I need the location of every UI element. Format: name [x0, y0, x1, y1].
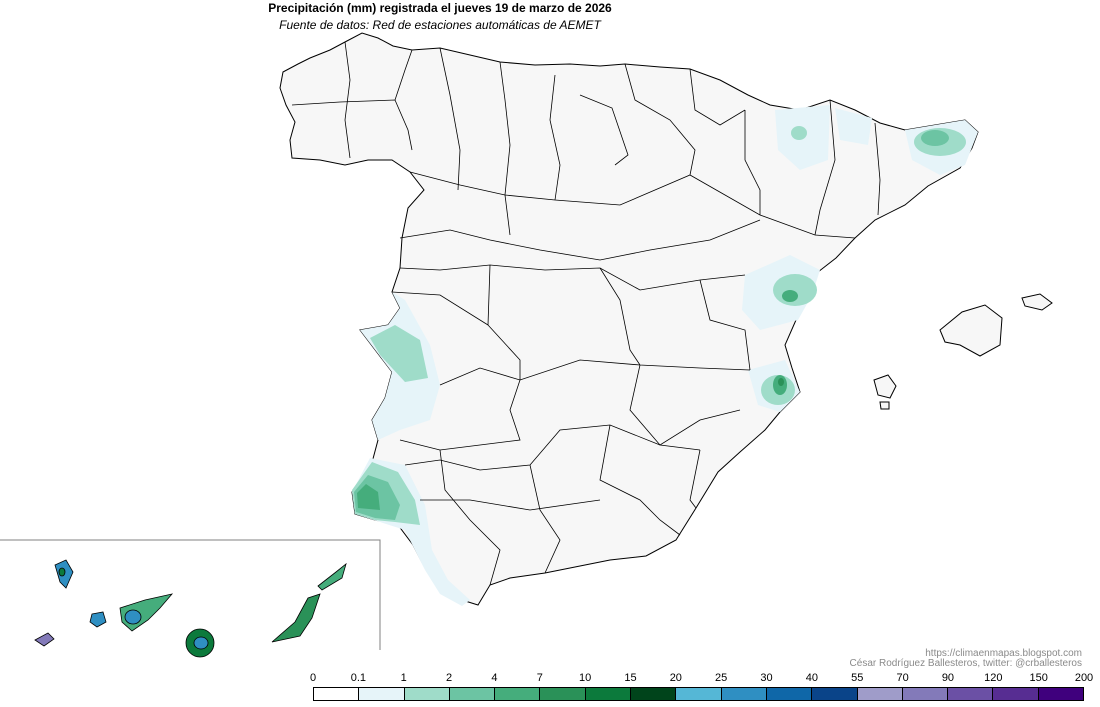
legend-swatch — [676, 688, 722, 700]
legend-tick-label: 0 — [309, 672, 317, 684]
legend-swatch — [540, 688, 586, 700]
legend-tick-label: 4 — [491, 672, 498, 684]
author-credit: César Rodríguez Ballesteros, twitter: @c… — [849, 658, 1082, 669]
legend-swatch — [631, 688, 677, 700]
legend-color-bar — [313, 687, 1084, 701]
map-title: Precipitación (mm) registrada el jueves … — [268, 1, 612, 15]
rain-overlay-peninsula — [352, 105, 978, 606]
legend-tick-label: 200 — [1074, 672, 1094, 684]
legend-swatch — [812, 688, 858, 700]
legend-tick-label: 20 — [669, 672, 682, 684]
precipitation-legend: 0 0.1 1 2 4 7 10 15 20 25 30 40 55 70 90 120 150 200 — [309, 672, 1093, 702]
legend-tick-label: 10 — [578, 672, 592, 684]
legend-tick-label: 30 — [760, 672, 773, 684]
legend-tick-label: 2 — [445, 672, 453, 684]
legend-tick-label: 150 — [1029, 672, 1048, 684]
legend-tick-label: 25 — [715, 672, 728, 684]
legend-swatch — [585, 688, 632, 700]
legend-tick-label: 55 — [851, 672, 864, 684]
source-url: https://climaenmapas.blogspot.com — [925, 648, 1082, 659]
map-subtitle: Fuente de datos: Red de estaciones autom… — [279, 18, 601, 32]
balearic-islands — [873, 293, 1053, 410]
legend-swatch — [449, 688, 496, 700]
legend-swatch — [993, 688, 1039, 700]
legend-swatch — [902, 688, 949, 700]
legend-swatch — [495, 688, 541, 700]
legend-swatch — [721, 688, 767, 700]
legend-swatch — [857, 688, 903, 700]
legend-swatch — [1038, 688, 1084, 700]
canary-inset — [0, 539, 381, 658]
legend-tick-label: 0.1 — [350, 672, 366, 684]
legend-swatch — [359, 688, 405, 700]
inset-frame — [0, 539, 381, 650]
legend-tick-label: 70 — [896, 672, 909, 684]
legend-tick-label: 7 — [536, 672, 543, 684]
canary-islands — [34, 559, 347, 658]
legend-tick-label: 120 — [984, 672, 1003, 684]
legend-swatch — [766, 688, 813, 700]
province-borders — [291, 41, 881, 586]
legend-tick-label: 40 — [805, 672, 818, 684]
legend-tick-label: 90 — [941, 672, 955, 684]
legend-tick-label: 1 — [400, 672, 407, 684]
legend-swatch — [404, 688, 450, 700]
peninsula-landmass — [279, 32, 979, 606]
legend-swatch — [314, 688, 360, 700]
legend-tick-label: 15 — [624, 672, 637, 684]
legend-swatch — [948, 688, 994, 700]
